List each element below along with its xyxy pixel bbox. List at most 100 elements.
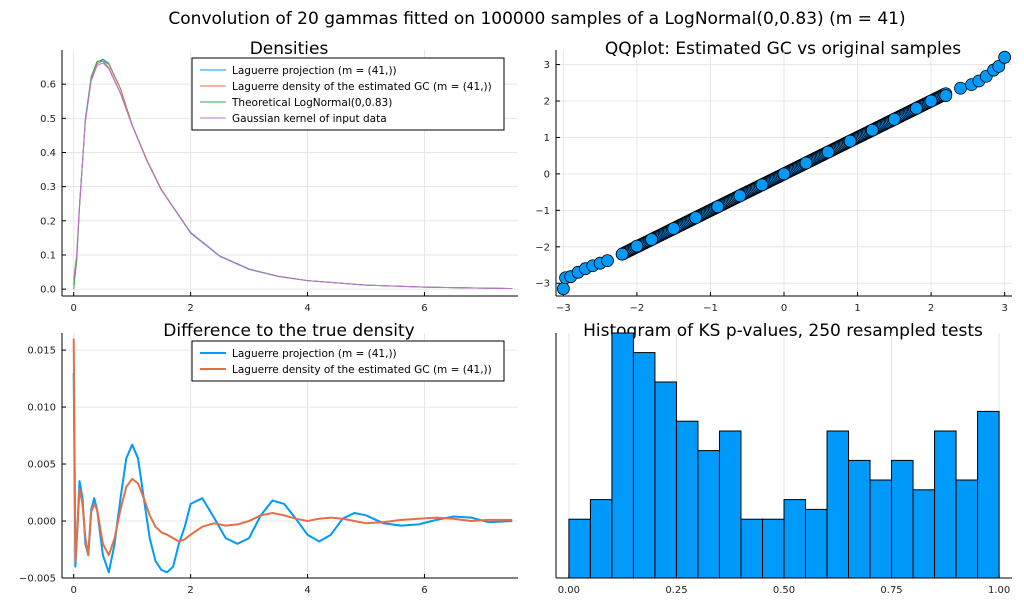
legend-box (191, 340, 505, 382)
x-tick-label: 2 (187, 303, 193, 314)
qq-point (924, 94, 938, 108)
y-tick-label: 0.2 (40, 216, 56, 227)
y-tick-label: 0.5 (40, 114, 56, 125)
difference-panel: Difference to the true density 0 2 4 6 −0.00… (19, 321, 518, 596)
histogram-bar (568, 518, 591, 579)
x-tick-label: −2 (630, 303, 645, 314)
y-tick-label: −3 (535, 279, 550, 290)
qq-point (909, 101, 923, 115)
qq-point (998, 50, 1012, 64)
x-tick-label: 1.00 (988, 585, 1010, 596)
qq-point (755, 178, 769, 192)
y-tick-label: 0.010 (27, 403, 56, 414)
densities-panel: Densities 0 2 4 6 0.0 0.1 0.2 0.3 0.4 0.5 0.6 Lagu… (40, 39, 518, 314)
histogram-bar (869, 479, 893, 579)
qq-point (689, 211, 703, 225)
histogram-bar (826, 430, 850, 579)
histogram-bar (761, 518, 785, 579)
y-tick-label: 0.005 (27, 460, 56, 471)
histogram-bar (697, 450, 720, 579)
densities-series (73, 58, 513, 290)
figure-title: Convolution of 20 gammas fitted on 10000… (168, 9, 905, 29)
x-tick-label: 0.25 (665, 585, 687, 596)
y-tick-label: −0.005 (19, 574, 56, 585)
densities-title: Densities (250, 39, 329, 59)
densities-axes: 0 2 4 6 0.0 0.1 0.2 0.3 0.4 0.5 0.6 (40, 50, 518, 314)
qq-point (711, 200, 725, 214)
histogram-bar (718, 430, 742, 579)
difference-title: Difference to the true density (163, 321, 414, 341)
difference-series (72, 338, 513, 574)
qq-point (992, 60, 1006, 73)
y-tick-label: 2 (544, 97, 550, 108)
legend-label: Theoretical LogNormal(0,0.83) (231, 97, 392, 109)
x-tick-label: 2 (187, 585, 193, 596)
x-tick-label: −3 (556, 303, 571, 314)
series-line-4 (73, 62, 513, 289)
qqplot-title: QQplot: Estimated GC vs original samples (605, 39, 961, 59)
histogram-bar (977, 410, 1000, 579)
y-tick-label: 0.0 (40, 285, 56, 296)
legend-label: Laguerre density of the estimated GC (m … (232, 364, 492, 376)
y-tick-label: −2 (535, 242, 550, 253)
histogram-bar (654, 381, 677, 579)
qq-point (645, 233, 659, 246)
histogram-bar (589, 499, 613, 579)
histogram-bar (934, 430, 957, 579)
y-tick-label: 0.4 (40, 148, 56, 159)
x-tick-label: −1 (703, 303, 718, 314)
qq-point (954, 81, 967, 95)
x-tick-label: 6 (421, 303, 427, 314)
y-tick-label: 0.6 (40, 80, 56, 91)
histogram-bars (568, 332, 1000, 579)
legend-label: Gaussian kernel of input data (232, 113, 387, 125)
x-tick-label: 4 (304, 585, 310, 596)
legend-label: Laguerre projection (m = (41,)) (232, 348, 397, 360)
difference-axes: 0 2 4 6 −0.005 0.000 0.005 0.010 0.015 (19, 333, 518, 596)
qq-point (630, 239, 644, 253)
qqplot-axes: −3 −2 −1 0 1 2 3 −3 −2 −1 0 1 2 3 (535, 50, 1012, 314)
series-line-2 (72, 338, 513, 562)
x-tick-label: 0.50 (773, 585, 795, 596)
densities-legend: Laguerre projection (m = (41,)) Laguerre … (191, 57, 505, 131)
y-tick-label: 0.1 (40, 251, 56, 262)
series-line-1 (72, 372, 513, 574)
x-tick-label: 0.75 (880, 585, 902, 596)
qq-point (887, 112, 901, 126)
histogram-bar (955, 479, 979, 579)
qq-point (821, 145, 835, 159)
y-tick-label: 3 (544, 60, 550, 71)
qq-point (939, 89, 953, 102)
histogram-bar (783, 499, 807, 579)
qqplot-panel: QQplot: Estimated GC vs original samples… (535, 39, 1012, 314)
histogram-bar (632, 352, 656, 579)
qq-point (667, 222, 681, 235)
legend-box (191, 57, 505, 131)
y-tick-label: −1 (535, 206, 550, 217)
qq-point (615, 247, 629, 261)
qq-point (601, 254, 614, 268)
histogram-bar (912, 489, 936, 579)
x-tick-label: 6 (421, 585, 427, 596)
y-tick-label: 0.015 (27, 346, 56, 357)
qq-point (556, 282, 570, 296)
y-tick-label: 0 (544, 169, 550, 180)
y-tick-label: 0.000 (27, 517, 56, 528)
qq-point (799, 156, 813, 170)
y-tick-label: 1 (544, 133, 550, 144)
histogram-bar (891, 459, 914, 579)
histogram-bar (848, 459, 871, 579)
x-tick-label: 1 (854, 303, 860, 314)
qqplot-points (556, 50, 1012, 296)
legend-label: Laguerre density of the estimated GC (m … (232, 81, 492, 93)
x-tick-label: 0 (71, 303, 77, 314)
y-tick-label: 0.3 (40, 182, 56, 193)
x-tick-label: 3 (1001, 303, 1007, 314)
difference-legend: Laguerre projection (m = (41,)) Laguerre … (191, 340, 505, 382)
histogram-bar (611, 332, 634, 579)
qq-point (733, 189, 747, 203)
histogram-panel: Histogram of KS p-values, 250 resampled … (555, 321, 1012, 596)
histogram-title: Histogram of KS p-values, 250 resampled … (583, 321, 983, 341)
x-tick-label: 4 (304, 303, 310, 314)
